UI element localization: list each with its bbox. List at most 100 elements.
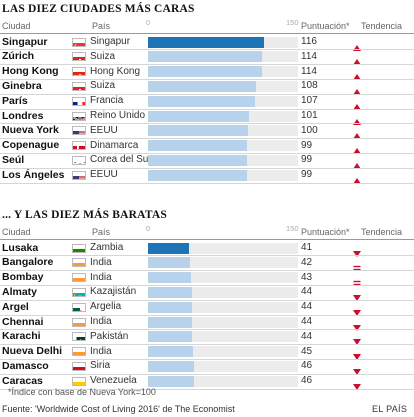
row-divider <box>0 255 414 257</box>
bar-track <box>148 316 298 328</box>
trend-up-icon <box>352 127 362 140</box>
footnote: *Índice con base de Nueva York=100 <box>8 387 156 397</box>
zambia-flag <box>72 243 86 253</box>
country-name: Singapur <box>90 36 131 47</box>
score-value: 44 <box>301 286 313 298</box>
score-value: 99 <box>301 154 313 166</box>
country-name: Corea del Sur <box>90 154 152 166</box>
city-name: Nueva York <box>2 124 59 137</box>
row-divider <box>0 93 414 95</box>
score-bar <box>148 301 192 313</box>
score-value: 44 <box>301 301 313 313</box>
trend-equal-icon <box>352 274 362 286</box>
city-name: Lusaka <box>2 241 39 254</box>
score-bar <box>148 331 192 343</box>
score-value: 44 <box>301 316 313 327</box>
venezuela-flag <box>72 376 86 386</box>
row-divider <box>0 270 414 272</box>
score-value: 116 <box>301 36 317 47</box>
header-trend: Tendencia <box>361 21 403 31</box>
city-name: Copenague <box>2 139 60 152</box>
row-divider <box>0 329 414 331</box>
city-name: Londres <box>2 109 44 122</box>
header-city: Ciudad <box>2 21 31 31</box>
bar-track <box>148 331 298 343</box>
score-value: 42 <box>301 256 313 268</box>
bar-track <box>148 360 298 372</box>
header-trend: Tendencia <box>361 227 403 237</box>
country-name: Siria <box>90 360 111 372</box>
india-flag <box>72 347 86 357</box>
tick-label-min: 0 <box>146 18 151 27</box>
tick-label-min: 0 <box>146 224 151 233</box>
city-name: Chennai <box>2 315 44 328</box>
usa-flag <box>72 170 86 180</box>
switzerland-flag <box>72 52 86 62</box>
row-divider <box>0 344 414 346</box>
score-bar <box>148 316 192 328</box>
row-divider <box>0 373 414 375</box>
score-bar <box>148 66 262 78</box>
trend-down-icon <box>352 363 362 375</box>
score-value: 108 <box>301 80 318 92</box>
trend-down-icon <box>352 304 362 316</box>
score-value: 100 <box>301 124 318 136</box>
score-bar <box>148 80 256 92</box>
southkorea-flag <box>72 155 86 165</box>
header-divider <box>0 33 414 34</box>
trend-up-icon <box>352 113 362 125</box>
score-bar <box>148 242 189 254</box>
score-bar <box>148 36 264 48</box>
score-value: 101 <box>301 110 318 121</box>
trend-down-icon <box>352 348 362 361</box>
tick-label-max: 150 <box>286 224 299 233</box>
row-divider <box>0 49 414 51</box>
trend-up-icon <box>352 142 362 155</box>
country-name: Francia <box>90 95 124 107</box>
city-name: Ginebra <box>2 79 42 92</box>
credit: EL PAÍS <box>372 404 408 414</box>
country-name: Hong Kong <box>90 65 141 77</box>
score-bar <box>148 257 190 269</box>
pakistan-flag <box>72 332 86 342</box>
score-value: 44 <box>301 330 313 342</box>
city-name: Seúl <box>2 153 25 166</box>
trend-down-icon <box>352 289 362 301</box>
bar-track <box>148 375 298 387</box>
row-divider <box>0 358 414 360</box>
country-name: India <box>90 256 112 268</box>
trend-up-icon <box>352 68 362 81</box>
score-bar <box>148 286 192 298</box>
city-name: Zúrich <box>2 50 35 63</box>
score-value: 99 <box>301 139 313 151</box>
country-name: Reino Unido <box>90 110 146 121</box>
usa-flag <box>72 126 86 136</box>
syria-flag <box>72 361 86 371</box>
country-name: India <box>90 271 112 283</box>
tick-label-max: 150 <box>286 18 299 27</box>
row-divider <box>0 108 414 110</box>
score-value: 41 <box>301 242 313 253</box>
trend-up-icon <box>352 53 362 66</box>
country-name: Pakistán <box>90 330 129 342</box>
bar-track <box>148 286 298 298</box>
trend-down-icon <box>352 245 362 257</box>
row-divider <box>0 78 414 80</box>
kazakhstan-flag <box>72 287 86 297</box>
row-divider <box>0 123 414 125</box>
header-score: Puntuación* <box>301 227 350 237</box>
city-name: Damasco <box>2 359 49 372</box>
india-flag <box>72 317 86 327</box>
row-divider <box>0 182 414 184</box>
hongkong-flag <box>72 67 86 77</box>
score-value: 107 <box>301 95 318 107</box>
country-name: EEUU <box>90 169 118 181</box>
switzerland-flag <box>72 81 86 91</box>
country-name: Suiza <box>90 80 116 92</box>
city-name: Bombay <box>2 271 44 284</box>
row-divider <box>0 284 414 286</box>
row-divider <box>0 314 414 316</box>
score-value: 43 <box>301 271 313 283</box>
trend-equal-icon <box>352 259 362 271</box>
city-name: Almaty <box>2 285 38 298</box>
